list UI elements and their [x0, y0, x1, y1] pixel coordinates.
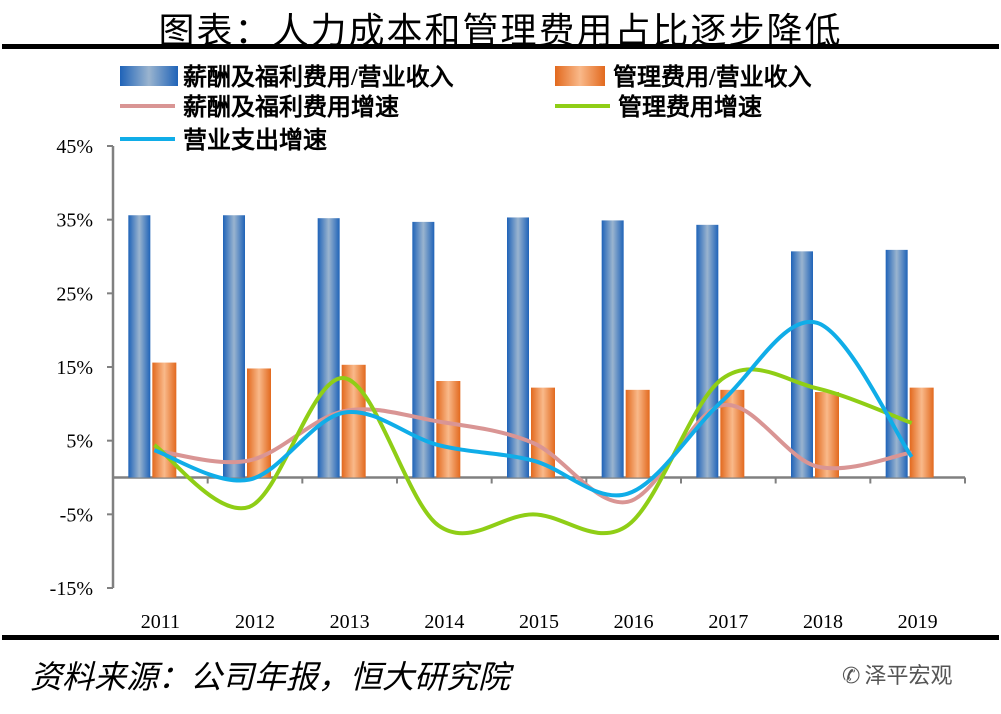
- y-tick-label: 5%: [66, 431, 93, 453]
- x-tick-label: 2012: [235, 611, 275, 633]
- bottom-rule: [2, 635, 999, 640]
- legend-label: 营业支出增速: [183, 126, 327, 154]
- x-tick-label: 2014: [424, 611, 464, 633]
- bar-admin-ratio: [436, 380, 461, 478]
- bar-salary-ratio: [791, 251, 813, 478]
- x-tick-label: 2011: [141, 611, 180, 633]
- y-tick-label: -15%: [50, 578, 93, 600]
- bar-salary-ratio: [223, 215, 245, 478]
- bar-salary-ratio: [507, 217, 529, 478]
- line-series-3: [153, 367, 913, 536]
- y-tick-label: 25%: [56, 283, 93, 305]
- y-tick-label: 35%: [56, 210, 93, 232]
- y-tick-label: -5%: [60, 504, 93, 526]
- bar-admin-ratio: [720, 389, 745, 478]
- legend-label: 管理费用增速: [618, 93, 762, 121]
- bar-salary-ratio: [601, 220, 624, 478]
- watermark-text: 泽平宏观: [864, 664, 953, 689]
- top-rule: [2, 44, 999, 49]
- legend-swatch: [555, 66, 605, 86]
- legend-label: 薪酬及福利费用增速: [183, 93, 399, 121]
- legend-swatch: [120, 66, 178, 86]
- wechat-icon: ✆: [842, 664, 861, 689]
- line-series-2: [154, 403, 913, 505]
- bar-admin-ratio: [625, 389, 650, 478]
- line-series-4: [153, 319, 914, 498]
- legend-label: 薪酬及福利费用/营业收入: [183, 64, 454, 91]
- x-tick-label: 2018: [803, 611, 843, 633]
- source-note: 资料来源：公司年报，恒大研究院: [30, 658, 511, 696]
- bar-salary-ratio: [128, 215, 151, 478]
- x-tick-label: 2015: [519, 611, 559, 633]
- bar-salary-ratio: [317, 218, 340, 478]
- bar-admin-ratio: [909, 387, 934, 478]
- x-tick-label: 2017: [708, 611, 748, 633]
- bar-salary-ratio: [696, 224, 719, 478]
- bar-salary-ratio: [412, 221, 435, 478]
- x-tick-label: 2019: [898, 611, 938, 633]
- y-tick-label: 15%: [56, 357, 93, 379]
- bar-admin-ratio: [815, 392, 839, 478]
- watermark: ✆ 泽平宏观: [838, 658, 952, 690]
- legend-label: 管理费用/营业收入: [613, 63, 812, 91]
- y-tick-label: 45%: [56, 136, 93, 158]
- x-tick-label: 2016: [614, 611, 654, 633]
- x-tick-label: 2013: [330, 611, 370, 633]
